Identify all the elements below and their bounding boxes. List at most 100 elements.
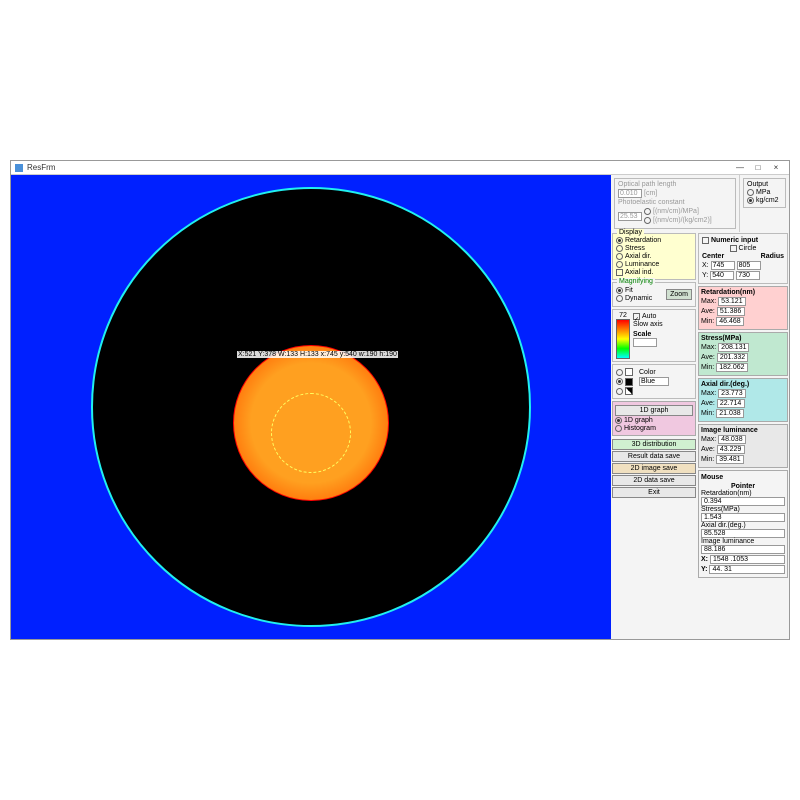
sidebar: Optical path length 0.010 [cm] Photoelas… <box>611 175 789 639</box>
numeric-y-label: Y: <box>702 272 708 279</box>
optical-path-group: Optical path length 0.010 [cm] Photoelas… <box>614 178 736 229</box>
magnify-group: Magnifying Fit Dynamic Zoom <box>612 282 696 307</box>
retard-min-label: Min: <box>701 318 714 325</box>
mouse-retard-label: Retardation(nm) <box>701 490 785 497</box>
graph1d-opt2-label: Histogram <box>624 425 656 432</box>
graph1d-opt1-radio[interactable] <box>615 417 622 424</box>
slowaxis-label: Slow axis <box>633 321 663 328</box>
graph1d-button[interactable]: 1D graph <box>615 405 693 416</box>
mouse-y-val: 44. 31 <box>709 565 785 574</box>
numeric-ry-spinner[interactable]: 730 <box>736 271 760 280</box>
magnify-fit-radio[interactable] <box>616 287 623 294</box>
stress-min-label: Min: <box>701 364 714 371</box>
axial-panel: Axial dir.(deg.) Max:23.773 Ave:22.714 M… <box>698 378 788 422</box>
btn-result-save[interactable]: Result data save <box>612 451 696 462</box>
output-mpa-radio[interactable] <box>747 189 754 196</box>
photo-const-label: Photoelastic constant <box>618 199 732 206</box>
numeric-x-label: X: <box>702 262 709 269</box>
axial-max-val: 23.773 <box>718 389 746 398</box>
optical-path-spinner[interactable]: 0.010 <box>618 189 642 198</box>
unit-mpa-radio[interactable] <box>644 208 651 215</box>
display-axial-radio[interactable] <box>616 253 623 260</box>
unit-mpa-label: [(nm/cm)/MPa] <box>653 208 699 215</box>
magnify-dynamic-radio[interactable] <box>616 295 623 302</box>
stress-min-val: 182.062 <box>716 363 747 372</box>
lumin-title: Image luminance <box>701 427 785 434</box>
mouse-stress-label: Stress(MPa) <box>701 506 785 513</box>
display-stress-radio[interactable] <box>616 245 623 252</box>
black-swatch <box>625 378 633 386</box>
zoom-button[interactable]: Zoom <box>666 289 692 300</box>
minimize-button[interactable]: — <box>731 162 749 174</box>
sidebar-top: Optical path length 0.010 [cm] Photoelas… <box>611 175 789 232</box>
axial-max-label: Max: <box>701 390 716 397</box>
canvas-area[interactable]: X:521 Y:378 W:133 H:133 x:745 y:540 w:19… <box>11 175 611 639</box>
auto-label: Auto <box>642 313 656 320</box>
output-kgcm2-radio[interactable] <box>747 197 754 204</box>
retard-ave-label: Ave: <box>701 308 715 315</box>
lumin-ave-val: 43.229 <box>717 445 745 454</box>
graph1d-opt2-radio[interactable] <box>615 425 622 432</box>
photo-const-spinner[interactable]: 25.53 <box>618 212 642 221</box>
titlebar: ResFrm — □ × <box>11 161 789 175</box>
stress-panel: Stress(MPa) Max:208.131 Ave:201.332 Min:… <box>698 332 788 376</box>
btn-exit[interactable]: Exit <box>612 487 696 498</box>
display-axialind-check[interactable] <box>616 269 623 276</box>
output-kgcm2-label: kg/cm2 <box>756 197 779 204</box>
color-select-group: Color Blue <box>612 364 696 399</box>
mouse-pointer-label: Pointer <box>701 483 785 490</box>
btn-2d-data[interactable]: 2D data save <box>612 475 696 486</box>
lumin-min-label: Min: <box>701 456 714 463</box>
color-select[interactable]: Blue <box>639 377 669 386</box>
radius-label: Radius <box>761 253 784 260</box>
axial-min-val: 21.038 <box>716 409 744 418</box>
app-body: X:521 Y:378 W:133 H:133 x:745 y:540 w:19… <box>11 175 789 639</box>
numeric-y-spinner[interactable]: 540 <box>710 271 734 280</box>
display-retardation-radio[interactable] <box>616 237 623 244</box>
sidebar-columns: Display Retardation Stress Axial dir. Lu… <box>611 232 789 639</box>
mouse-y-label: Y: <box>701 566 707 573</box>
colorbar-group: 72 Auto Slow axis Scale <box>612 309 696 362</box>
lumin-min-val: 39.481 <box>716 455 744 464</box>
colorsel-radio3[interactable] <box>616 388 623 395</box>
display-stress-label: Stress <box>625 245 645 252</box>
graph1d-panel: 1D graph 1D graph Histogram <box>612 401 696 436</box>
display-axialind-label: Axial ind. <box>625 269 653 276</box>
optical-path-unit: [cm] <box>644 190 657 197</box>
btn-2d-image[interactable]: 2D image save <box>612 463 696 474</box>
output-group: Output MPa kg/cm2 <box>743 178 786 208</box>
display-luminance-radio[interactable] <box>616 261 623 268</box>
retard-min-val: 46.468 <box>716 317 744 326</box>
unit-kgcm2-radio[interactable] <box>644 217 651 224</box>
mouse-x-label: X: <box>701 556 708 563</box>
colorsel-radio1[interactable] <box>616 369 623 376</box>
window-title: ResFrm <box>27 163 731 172</box>
magnify-title: Magnifying <box>617 278 655 285</box>
circle-check[interactable] <box>730 245 737 252</box>
mouse-lumin-val: 88.186 <box>701 545 785 554</box>
numeric-check[interactable] <box>702 237 709 244</box>
retardation-panel: Retardation(nm) Max:53.121 Ave:51.386 Mi… <box>698 286 788 330</box>
retard-title: Retardation(nm) <box>701 289 785 296</box>
colorsel-radio2[interactable] <box>616 378 623 385</box>
retard-max-label: Max: <box>701 298 716 305</box>
btn-3d[interactable]: 3D distribution <box>612 439 696 450</box>
auto-check[interactable] <box>633 313 640 320</box>
display-axial-label: Axial dir. <box>625 253 651 260</box>
colorbar-gradient <box>616 319 630 359</box>
close-button[interactable]: × <box>767 162 785 174</box>
white-swatch <box>625 368 633 376</box>
app-window: ResFrm — □ × X:521 Y:378 W:133 H:133 x:7… <box>10 160 790 640</box>
mouse-axial-val: 85.528 <box>701 529 785 538</box>
mouse-x-val: 1548 .1053 <box>710 555 785 564</box>
numeric-rx-spinner[interactable]: 805 <box>737 261 761 270</box>
lumin-ave-label: Ave: <box>701 446 715 453</box>
magnify-fit-label: Fit <box>625 287 633 294</box>
mouse-axial-label: Axial dir.(deg.) <box>701 522 785 529</box>
scale-spinner[interactable] <box>633 338 657 347</box>
mixed-swatch <box>625 387 633 395</box>
maximize-button[interactable]: □ <box>749 162 767 174</box>
mouse-panel: Mouse Pointer Retardation(nm) 0.394 Stre… <box>698 470 788 578</box>
numeric-x-spinner[interactable]: 745 <box>711 261 735 270</box>
colorsel-label: Color <box>639 369 656 376</box>
